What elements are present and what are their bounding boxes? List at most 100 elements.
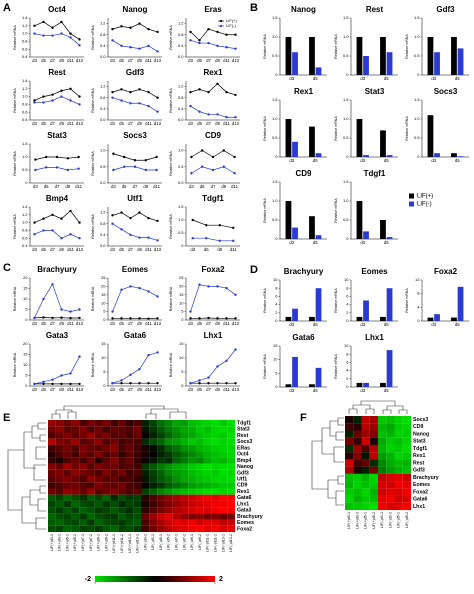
y-tick-label: 0.5 — [272, 53, 278, 58]
chart-title: Brachyury — [37, 265, 77, 274]
heatmap-cell — [402, 466, 412, 474]
heatmap-cell — [172, 488, 181, 495]
series-line — [190, 105, 236, 118]
heatmap-cell — [55, 451, 64, 458]
y-tick-label: 1.0 — [414, 116, 420, 121]
point — [129, 216, 132, 220]
heatmap-cell — [180, 513, 189, 520]
point — [225, 90, 228, 94]
heatmap-cell — [79, 507, 88, 514]
heatmap-cell — [55, 457, 64, 464]
y-tick-label: 10 — [23, 362, 28, 367]
column-label: LIF(+)d7-1 — [81, 534, 85, 551]
y-tick-label: 0.5 — [343, 135, 349, 140]
column-label: LIF(+)d11-1 — [112, 534, 116, 553]
heatmap-cell — [133, 500, 142, 508]
y-tick-label: 0 — [275, 384, 278, 389]
heatmap-cell — [94, 519, 103, 526]
y-axis-label: Relative mRNA — [334, 354, 338, 379]
heatmap-cell — [203, 444, 212, 452]
heatmap-cell — [369, 466, 379, 474]
point — [138, 22, 141, 25]
heatmap-cell — [196, 432, 204, 439]
heatmap-cell — [196, 420, 204, 427]
point — [60, 20, 63, 24]
heatmap-cell — [48, 525, 56, 533]
point — [111, 39, 114, 42]
heatmap-cell — [141, 469, 150, 477]
heatmap-cell — [345, 437, 354, 445]
heatmap-cell — [227, 519, 236, 526]
column-label: LIF(+)d13-2 — [136, 534, 140, 553]
series-line — [34, 33, 80, 46]
x-tick-label: d3 — [431, 76, 436, 81]
heatmap-cell — [133, 519, 142, 526]
heatmap-cell — [125, 457, 134, 464]
heatmap-cell — [94, 513, 103, 520]
heatmap-cell — [180, 519, 189, 526]
point — [69, 99, 72, 102]
point — [111, 214, 114, 217]
heatmap-cell — [141, 525, 150, 533]
heatmap-cell — [219, 494, 228, 501]
heatmap-cell — [345, 452, 354, 460]
x-tick-label: d11 — [67, 247, 74, 252]
column-label: LIF(+)d5-1 — [364, 512, 368, 529]
y-tick-label: 12 — [415, 277, 420, 282]
bar — [315, 153, 322, 157]
heatmap-cell — [149, 420, 158, 427]
heatmap-cell — [211, 463, 220, 470]
point — [129, 102, 132, 105]
point — [198, 41, 201, 45]
heatmap-cell — [219, 500, 228, 508]
y-tick-label: 1.0 — [414, 34, 420, 39]
point — [129, 233, 132, 237]
point — [234, 47, 237, 50]
x-tick-label: d5 — [197, 58, 202, 63]
point — [147, 27, 150, 31]
heatmap-cell — [94, 494, 103, 501]
heatmap-cell — [211, 469, 220, 477]
y-tick-label: 5 — [181, 309, 184, 314]
heatmap-cell — [141, 444, 150, 452]
y-tick-label: 1.4 — [22, 204, 28, 209]
y-tick-label: 10 — [273, 357, 278, 362]
point — [120, 88, 123, 91]
heatmap-cell — [227, 444, 236, 452]
x-tick-label: d9 — [137, 387, 142, 392]
heatmap-cell — [394, 416, 403, 424]
point — [189, 90, 192, 94]
heatmap-cell — [79, 469, 88, 477]
y-tick-label: 0 — [103, 317, 106, 322]
heatmap-cell — [219, 513, 228, 520]
heatmap-cell — [125, 482, 134, 489]
heatmap-cell — [394, 488, 403, 496]
heatmap-cell — [94, 476, 103, 483]
y-tick-label: 0.5 — [272, 135, 278, 140]
point — [42, 101, 45, 104]
heatmap-cell — [211, 500, 220, 508]
point — [60, 382, 63, 386]
heatmap-cell — [378, 495, 387, 503]
point — [234, 293, 237, 296]
heatmap-cell — [353, 452, 362, 460]
x-tick-label: d7 — [128, 321, 133, 326]
point — [222, 165, 225, 168]
heatmap-cell — [94, 482, 103, 489]
bar — [309, 37, 315, 75]
y-tick-label: 1.0 — [272, 198, 278, 203]
y-tick-label: 1.0 — [343, 198, 349, 203]
y-tick-label: 0.4 — [100, 43, 106, 48]
x-tick-label: d13 — [76, 58, 84, 63]
heatmap-cell — [203, 494, 212, 501]
heatmap-cell — [55, 519, 64, 526]
x-tick-label: d3 — [188, 58, 193, 63]
heatmap-cell — [219, 463, 228, 470]
heatmap-cell — [157, 451, 165, 458]
x-tick-label: d5 — [41, 121, 46, 126]
heatmap-cell — [141, 488, 150, 495]
heatmap-cell — [188, 500, 197, 508]
point — [78, 237, 81, 240]
y-axis-label: Relative mRNA — [91, 88, 95, 113]
